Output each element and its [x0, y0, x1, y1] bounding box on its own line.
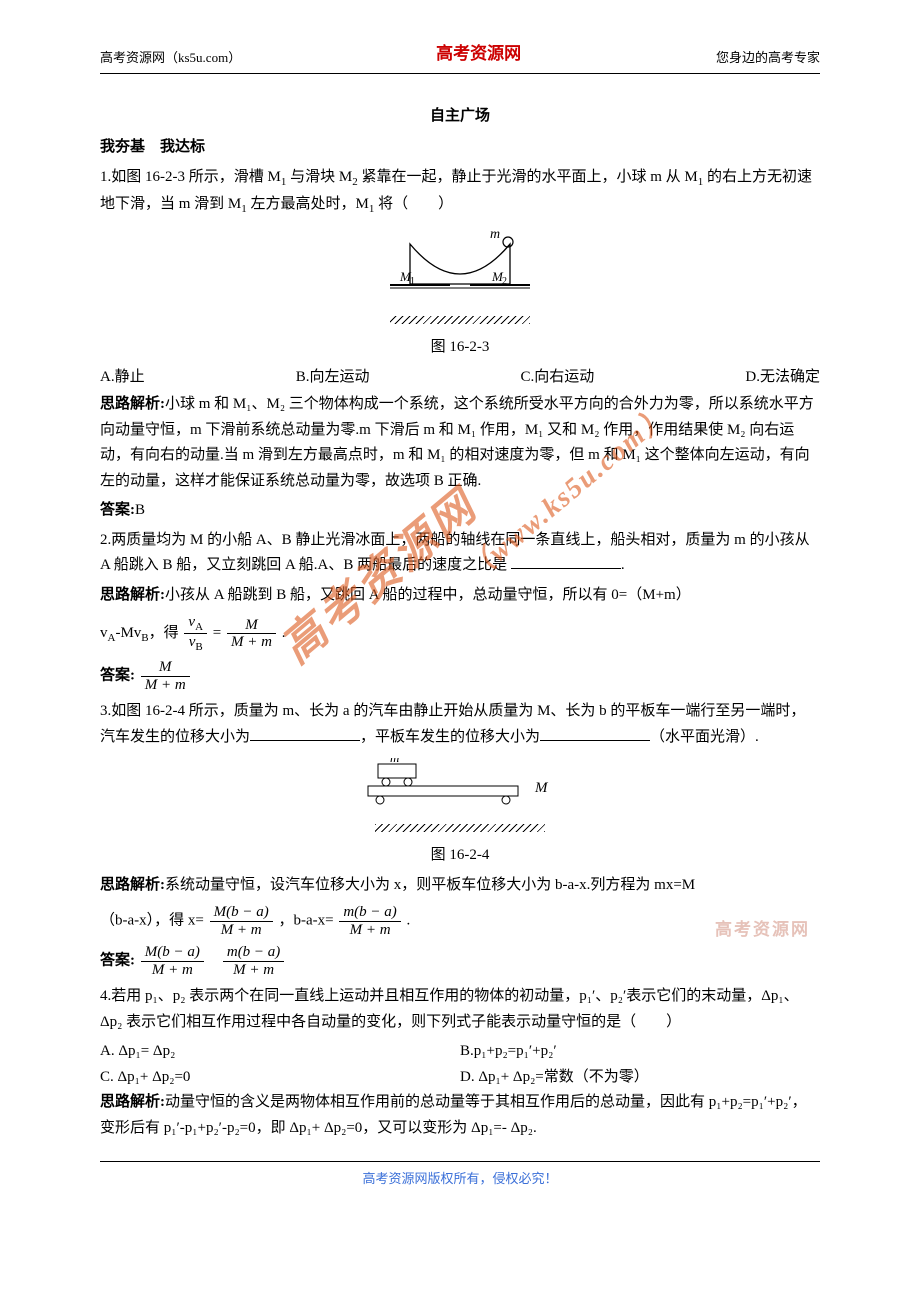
q3-a2: （b-a-x），得 x= — [100, 913, 204, 929]
q3-blank2 — [540, 726, 650, 741]
q2-blank — [511, 554, 621, 569]
q1-opt-d: D.无法确定 — [745, 365, 820, 391]
q2-analy-label: 思路解析: — [100, 587, 165, 603]
q2-ans-frac: M M + m — [141, 659, 190, 693]
q1-t2b: 左方最高处时，M — [247, 196, 369, 212]
q1-t1: 1.如图 16-2-3 所示，滑槽 M — [100, 169, 281, 185]
q1-t1b: 与滑块 M — [286, 169, 352, 185]
q4-opt-d: D. Δp₁+ Δp₂=常数（不为零） — [460, 1065, 820, 1091]
footer-rule — [100, 1161, 820, 1162]
q3-stem: 3.如图 16-2-4 所示，质量为 m、长为 a 的汽车由静止开始从质量为 M… — [100, 699, 820, 750]
q2-vb: -Mv — [115, 625, 141, 641]
q4-stem: 4.若用 p₁、p₂ 表示两个在同一直线上运动并且相互作用的物体的初动量，p₁′… — [100, 984, 820, 1035]
q3-mid: ，b-a-x= — [278, 913, 333, 929]
q1-ans-label: 答案: — [100, 502, 135, 518]
fig-16-2-4: m M — [100, 758, 820, 841]
q4-opt-a: A. Δp₁= Δp₂ — [100, 1039, 460, 1065]
fig1-caption: 图 16-2-3 — [100, 335, 820, 361]
q4-opt-c: C. Δp₁+ Δp₂=0 — [100, 1065, 460, 1091]
svg-text:m: m — [390, 758, 399, 765]
svg-text:M: M — [534, 780, 549, 796]
svg-text:1: 1 — [410, 276, 415, 287]
q3-answer: 答案: M(b − a) M + m m(b − a) M + m — [100, 944, 820, 978]
q1-answer: 答案:B — [100, 498, 820, 524]
header: 高考资源网（ks5u.com） 高考资源网 您身边的高考专家 — [100, 40, 820, 69]
q1-analysis: 思路解析:小球 m 和 M₁、M₂ 三个物体构成一个系统，这个系统所受水平方向的… — [100, 392, 820, 494]
header-right: 您身边的高考专家 — [716, 47, 820, 69]
subtitle: 我夯基 我达标 — [100, 135, 820, 161]
q4-analy-label: 思路解析: — [100, 1094, 165, 1110]
svg-text:2: 2 — [502, 276, 507, 287]
fig-16-2-3: m M1 M2 — [100, 226, 820, 333]
footer: 高考资源网版权所有，侵权必究！ — [100, 1168, 820, 1190]
q1-stem: 1.如图 16-2-3 所示，滑槽 M1 与滑块 M2 紧靠在一起，静止于光滑的… — [100, 165, 820, 218]
q1-opt-b: B.向左运动 — [296, 365, 370, 391]
q2-t1: 2.两质量均为 M 的小船 A、B 静止光滑冰面上，两船的轴线在同一条直线上，船… — [100, 532, 810, 574]
q1-opt-a: A.静止 — [100, 365, 145, 391]
q2-ans-label: 答案: — [100, 668, 135, 684]
q3-frac1: M(b − a) M + m — [210, 904, 273, 938]
q1-analy-text: 小球 m 和 M₁、M₂ 三个物体构成一个系统，这个系统所受水平方向的合外力为零… — [100, 396, 814, 489]
q2-analy-text: 小孩从 A 船跳到 B 船，又跳回 A 船的过程中，总动量守恒，所以有 0=（M… — [165, 587, 691, 603]
page-title: 自主广场 — [100, 104, 820, 130]
q2-va: v — [100, 625, 108, 641]
q1-options: A.静止 B.向左运动 C.向右运动 D.无法确定 — [100, 365, 820, 391]
q3-analysis: 思路解析:系统动量守恒，设汽车位移大小为 x，则平板车位移大小为 b-a-x.列… — [100, 873, 820, 899]
fig2-caption: 图 16-2-4 — [100, 843, 820, 869]
page: （www.ks5u.com） 高考资源网 高考资源网 高考资源网（ks5u.co… — [0, 40, 920, 1191]
q2-stem: 2.两质量均为 M 的小船 A、B 静止光滑冰面上，两船的轴线在同一条直线上，船… — [100, 528, 820, 579]
q3-a1: 系统动量守恒，设汽车位移大小为 x，则平板车位移大小为 b-a-x.列方程为 m… — [165, 877, 695, 893]
q2-answer: 答案: M M + m — [100, 659, 820, 693]
q2-eq: vA-MvB，得 vA vB = M M + m . — [100, 614, 820, 653]
q1-opt-c: C.向右运动 — [521, 365, 595, 391]
q3-dot: . — [407, 913, 411, 929]
q3-t3: （水平面光滑）. — [650, 729, 759, 745]
q4-analy-text: 动量守恒的含义是两物体相互作用前的总动量等于其相互作用后的总动量，因此有 p₁+… — [100, 1094, 807, 1136]
q3-eq: （b-a-x），得 x= M(b − a) M + m ，b-a-x= m(b … — [100, 904, 820, 938]
header-rule — [100, 73, 820, 74]
q2-frac2: M M + m — [227, 617, 276, 651]
q4-options: A. Δp₁= Δp₂ B.p₁+p₂=p₁′+p₂′ C. Δp₁+ Δp₂=… — [100, 1039, 820, 1090]
fig1-m-label: m — [490, 227, 500, 242]
q2-analysis: 思路解析:小孩从 A 船跳到 B 船，又跳回 A 船的过程中，总动量守恒，所以有… — [100, 583, 820, 609]
q1-analy-label: 思路解析: — [100, 396, 165, 412]
q2-get: ，得 — [149, 625, 179, 641]
q3-af2: m(b − a) M + m — [223, 944, 284, 978]
q3-t2: ，平板车发生的位移大小为 — [360, 729, 540, 745]
q1-ans: B — [135, 502, 145, 518]
q3-blank1 — [250, 726, 360, 741]
q2-dot2: . — [282, 625, 286, 641]
q3-af1: M(b − a) M + m — [141, 944, 204, 978]
q2-frac1: vA vB — [184, 614, 207, 653]
header-center: 高考资源网 — [436, 40, 521, 69]
q4-analysis: 思路解析:动量守恒的含义是两物体相互作用前的总动量等于其相互作用后的总动量，因此… — [100, 1090, 820, 1141]
q3-frac2: m(b − a) M + m — [339, 904, 400, 938]
q2-eqs: = — [213, 625, 221, 641]
q4-opt-b: B.p₁+p₂=p₁′+p₂′ — [460, 1039, 820, 1065]
q3-ans-label: 答案: — [100, 953, 135, 969]
q2-dot: . — [621, 557, 625, 573]
q1-t1c: 紧靠在一起，静止于光滑的水平面上，小球 m 从 M — [358, 169, 698, 185]
q1-t2c: 将（ ） — [374, 196, 453, 212]
q3-analy-label: 思路解析: — [100, 877, 165, 893]
header-left: 高考资源网（ks5u.com） — [100, 47, 241, 69]
